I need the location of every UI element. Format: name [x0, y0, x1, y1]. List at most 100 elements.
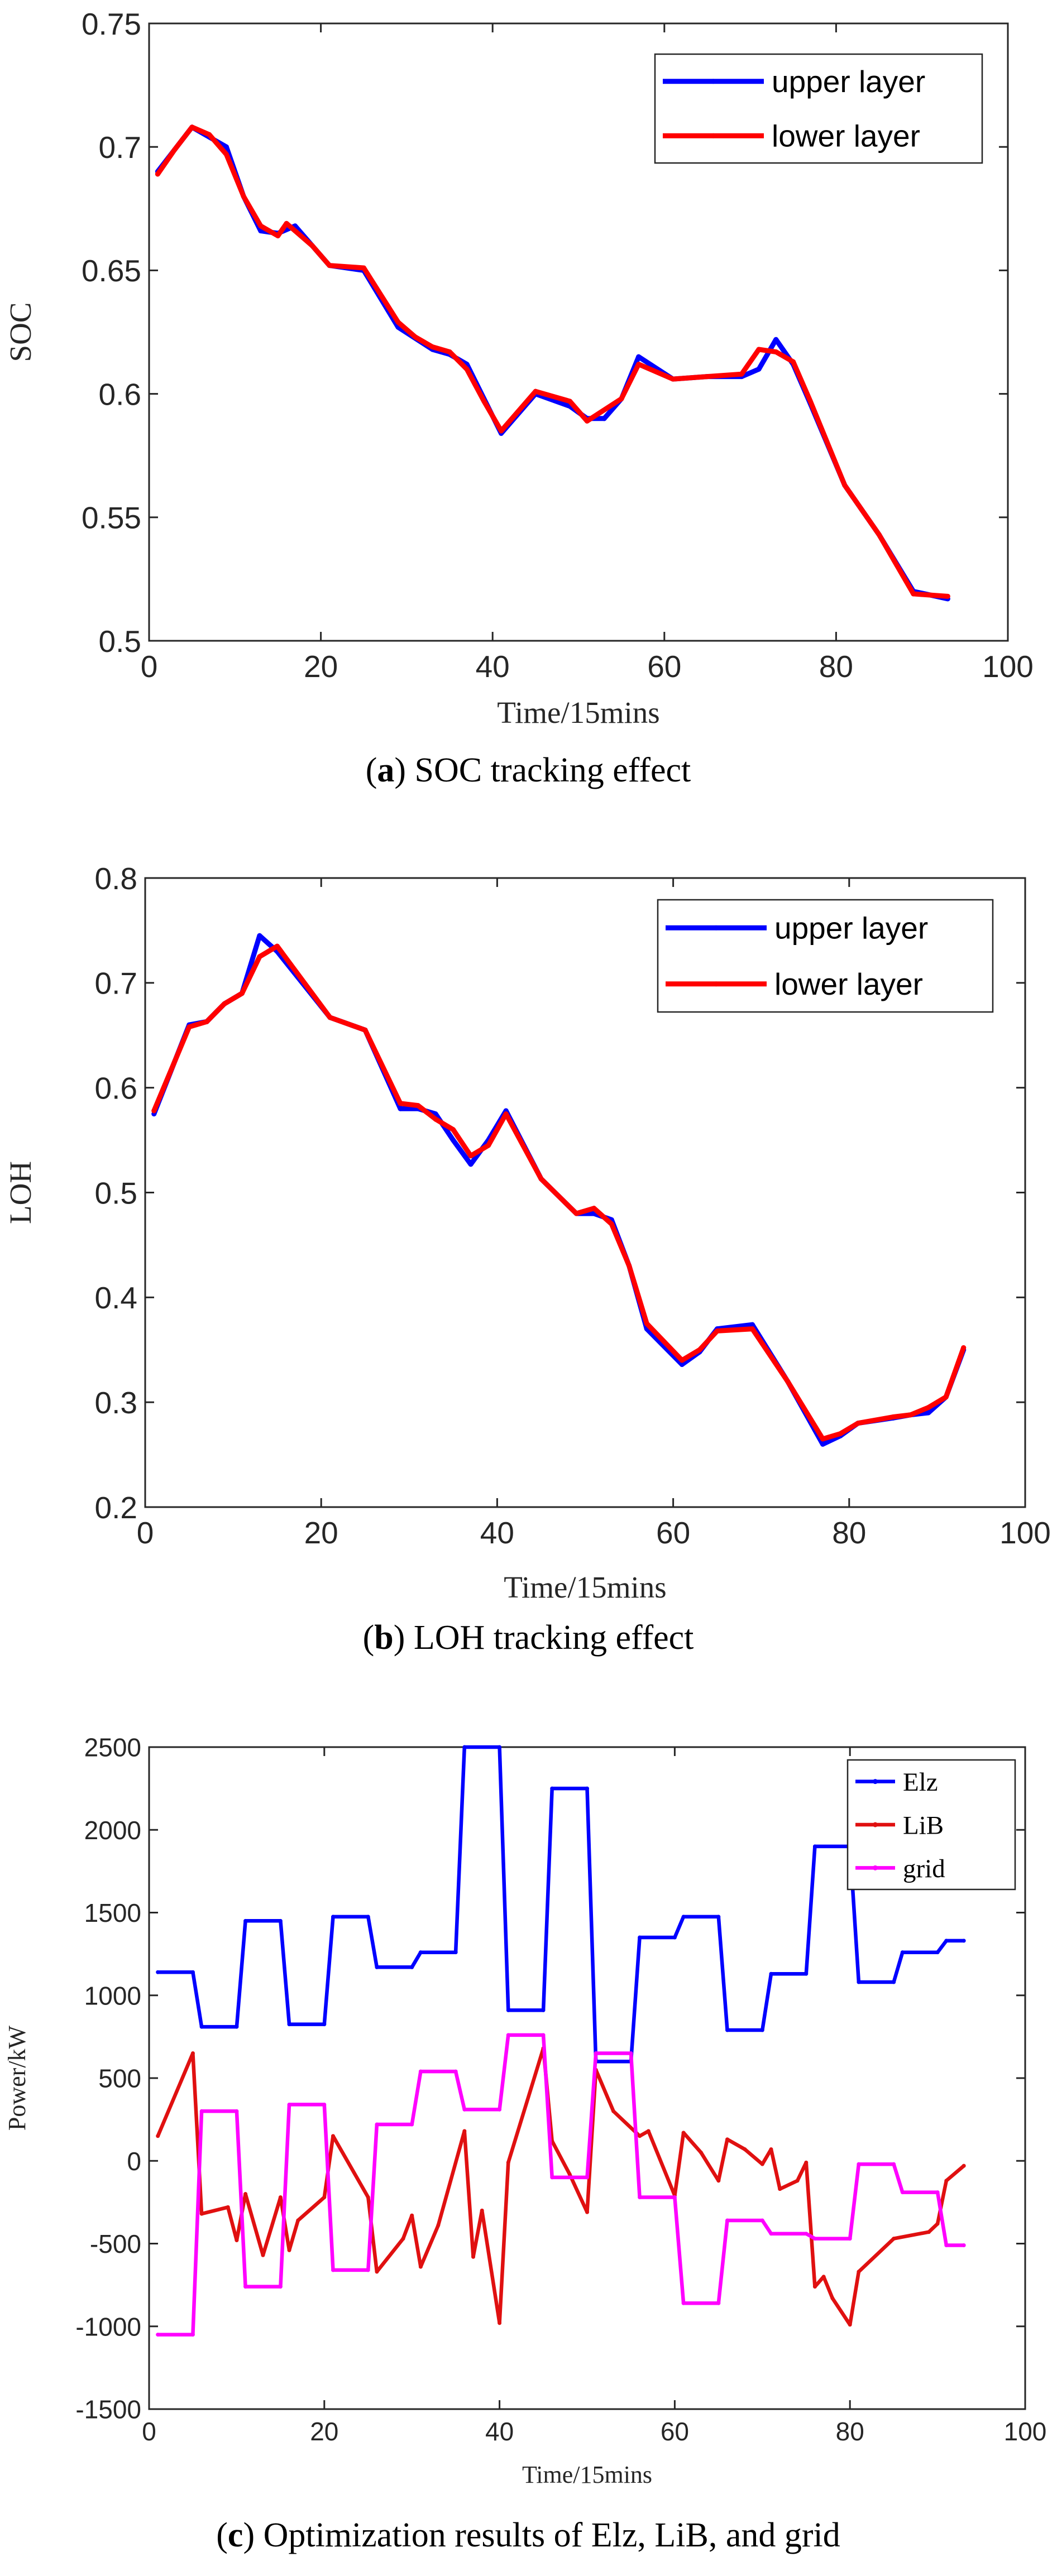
chart-panel-a: 0 20 40 60 80 100 0.5 0.55 0.6 0.65 0.7 0.75 Time/15…	[3, 7, 1034, 789]
data-point	[226, 2205, 230, 2209]
data-point	[725, 2137, 730, 2142]
x-tick-label: 60	[647, 649, 681, 684]
data-point	[398, 1101, 403, 1106]
data-point	[573, 1211, 579, 1216]
y-tick-label: 0.7	[95, 966, 137, 1001]
data-point	[892, 2237, 896, 2241]
data-point	[679, 1362, 685, 1368]
x-tick-label: 60	[656, 1515, 690, 1550]
data-point	[830, 2296, 835, 2300]
series-line	[156, 1745, 966, 2064]
data-point	[538, 1176, 544, 1182]
data-point	[189, 124, 195, 130]
data-point	[926, 1410, 931, 1416]
series-lower-layer	[151, 943, 967, 1442]
data-point	[222, 1001, 227, 1006]
legend-label: LiB	[903, 1811, 944, 1840]
data-point	[375, 1965, 379, 1969]
data-point	[447, 349, 452, 354]
data-point	[366, 1915, 370, 1919]
data-point	[935, 2190, 940, 2195]
data-point	[892, 1980, 896, 1984]
data-point	[506, 2033, 510, 2037]
data-point	[644, 1321, 649, 1326]
data-point	[430, 344, 436, 350]
data-point	[239, 991, 245, 996]
data-point	[670, 376, 676, 382]
data-point	[812, 2285, 817, 2289]
legend-marker	[714, 925, 719, 930]
y-tick-label: 0.5	[99, 624, 141, 659]
caption-text: Optimization results of Elz, LiB, and gr…	[255, 2516, 840, 2554]
data-point	[842, 482, 848, 488]
data-point	[327, 263, 332, 268]
data-point	[362, 1027, 368, 1033]
series-line	[156, 2033, 966, 2337]
caption-open-paren: (	[363, 1619, 375, 1657]
data-point	[235, 2109, 239, 2113]
series-lib	[156, 2046, 966, 2327]
data-point	[926, 2230, 931, 2234]
data-point	[679, 1357, 685, 1363]
data-point	[207, 132, 212, 137]
y-tick-label: 2000	[84, 1816, 141, 1845]
data-point	[892, 2162, 896, 2166]
data-point	[190, 2333, 195, 2337]
data-point	[857, 2162, 861, 2166]
data-point	[156, 1970, 160, 1974]
data-point	[585, 2210, 589, 2214]
data-point	[258, 223, 264, 229]
x-tick-label: 20	[304, 1515, 338, 1550]
data-point	[278, 1918, 283, 1923]
data-point	[638, 1935, 642, 1940]
data-point	[309, 243, 315, 248]
data-point	[436, 2223, 441, 2228]
x-tick-label: 0	[142, 2417, 156, 2446]
data-point	[199, 2212, 204, 2216]
data-point	[366, 2268, 370, 2272]
data-point	[629, 2051, 633, 2056]
data-point	[769, 2232, 773, 2236]
y-tick-label: 0.2	[95, 1490, 137, 1525]
data-point	[945, 593, 950, 599]
y-tick-label: 500	[98, 2064, 141, 2093]
data-point	[891, 1414, 896, 1419]
data-point	[243, 2192, 248, 2196]
data-point	[190, 1970, 195, 1974]
data-point	[151, 1108, 157, 1114]
data-point	[725, 2028, 730, 2032]
data-point	[451, 1138, 456, 1143]
data-point	[908, 1412, 913, 1418]
x-tick-label: 40	[485, 2417, 514, 2446]
data-point	[486, 1143, 491, 1148]
data-point	[804, 2160, 809, 2165]
data-point	[749, 1322, 755, 1327]
data-point	[638, 2195, 642, 2199]
x-tick-label: 100	[1004, 2417, 1047, 2446]
caption-close-paren: )	[243, 2516, 255, 2554]
data-point	[395, 319, 401, 325]
data-point	[155, 171, 160, 177]
data-point	[567, 2172, 572, 2176]
x-axis-label: Time/15mins	[497, 695, 659, 730]
data-point	[287, 2022, 291, 2027]
legend-label: upper layer	[774, 911, 928, 946]
data-point	[261, 2253, 265, 2257]
data-point	[413, 334, 418, 340]
data-point	[418, 2069, 423, 2074]
data-point	[243, 2285, 248, 2289]
data-point	[585, 2175, 589, 2180]
legend-marker	[714, 981, 719, 987]
y-axis-label: LOH	[3, 1161, 37, 1224]
y-tick-label: 2500	[84, 1733, 141, 1762]
data-point	[611, 2109, 616, 2113]
series-upper-layer	[155, 124, 950, 602]
axes-box	[148, 22, 1009, 642]
data-point	[848, 2237, 852, 2241]
data-point	[619, 396, 624, 401]
data-point	[533, 388, 538, 394]
data-point	[274, 943, 280, 949]
data-point	[638, 2134, 642, 2138]
series-elz	[156, 1745, 966, 2064]
caption-letter: a	[377, 751, 394, 789]
